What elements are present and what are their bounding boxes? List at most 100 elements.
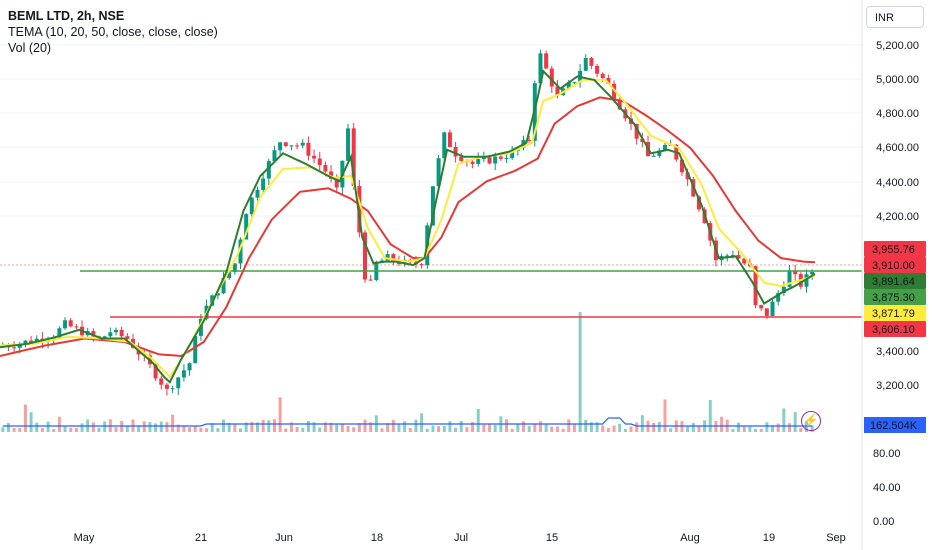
candle-body bbox=[759, 305, 764, 309]
volume-label-bg bbox=[864, 417, 926, 433]
volume-bar bbox=[340, 423, 344, 432]
candle-body bbox=[272, 150, 277, 162]
volume-bar bbox=[657, 422, 661, 432]
symbol-title[interactable]: BEML LTD, 2h, NSE bbox=[8, 9, 125, 23]
volume-bar bbox=[272, 419, 276, 432]
price-label-text: 3,910.00 bbox=[872, 260, 915, 272]
price-label-bg bbox=[864, 321, 926, 337]
candle-body bbox=[662, 145, 667, 151]
candle-body bbox=[549, 68, 554, 87]
volume-bar bbox=[244, 422, 248, 432]
candle-body bbox=[742, 258, 747, 264]
volume-bar bbox=[188, 427, 192, 432]
volume-bar bbox=[408, 428, 412, 432]
volume-bar bbox=[742, 426, 746, 432]
candle-body bbox=[266, 161, 271, 179]
price-tick-label: 4,200.00 bbox=[876, 211, 919, 223]
candle-body bbox=[651, 155, 656, 157]
candle-body bbox=[357, 186, 362, 233]
volume-bar bbox=[397, 423, 401, 432]
volume-bar bbox=[669, 428, 673, 432]
candle-body bbox=[510, 150, 515, 159]
time-axis[interactable]: May 21 Jun 18 Jul 15 Aug 19 Sep bbox=[74, 532, 846, 544]
candle-body bbox=[696, 196, 701, 210]
volume-bar bbox=[386, 423, 390, 432]
volume-bar bbox=[420, 413, 424, 432]
candle-body bbox=[329, 171, 334, 179]
volume-bar bbox=[301, 427, 305, 432]
volume-label[interactable]: Vol (20) bbox=[8, 41, 52, 55]
candle-body bbox=[351, 128, 356, 187]
candle-body bbox=[776, 293, 781, 302]
candle-body bbox=[176, 377, 181, 389]
volume-bar bbox=[793, 412, 797, 432]
volume-bar bbox=[782, 408, 786, 432]
volume-bar bbox=[142, 421, 146, 432]
candle-body bbox=[295, 145, 300, 147]
candle-body bbox=[181, 370, 186, 378]
volume-bar bbox=[380, 428, 384, 432]
candle-body bbox=[634, 123, 639, 139]
indicator-label[interactable]: TEMA (10, 20, 50, close, close, close) bbox=[8, 25, 218, 39]
candle-body bbox=[470, 161, 475, 164]
time-tick-label: Jun bbox=[275, 532, 293, 544]
candle-body bbox=[368, 279, 373, 281]
price-axis[interactable]: 5,200.00 5,000.00 4,800.00 4,600.00 4,400.00… bbox=[876, 40, 919, 392]
volume-bar bbox=[618, 423, 622, 432]
volume-bar bbox=[691, 422, 695, 432]
candle-body bbox=[583, 57, 588, 71]
candle-body bbox=[153, 364, 158, 379]
volume-bar bbox=[210, 423, 214, 432]
candle-body bbox=[810, 271, 815, 275]
volume-bar bbox=[306, 420, 310, 432]
currency-selector[interactable]: INR bbox=[866, 6, 924, 28]
volume-bar bbox=[788, 423, 792, 432]
volume-bar bbox=[567, 419, 571, 432]
candle-body bbox=[125, 336, 130, 339]
candle-body bbox=[442, 132, 447, 159]
candle-body bbox=[249, 197, 254, 215]
volume-bar bbox=[720, 416, 724, 432]
volume-bar bbox=[233, 423, 237, 432]
candle-body bbox=[793, 270, 798, 275]
volume-bar bbox=[91, 422, 95, 432]
support-lines bbox=[0, 264, 862, 318]
candle-body bbox=[504, 158, 509, 160]
candle-body bbox=[221, 277, 226, 294]
time-tick-label: 18 bbox=[371, 532, 383, 544]
volume-bar bbox=[595, 422, 599, 432]
volume-bar bbox=[771, 425, 775, 432]
volume-bar bbox=[538, 421, 542, 432]
volume-bar bbox=[227, 422, 231, 432]
volume-tick-label: 80.00 bbox=[873, 448, 901, 460]
volume-bar bbox=[318, 427, 322, 432]
volume-bar bbox=[46, 421, 50, 432]
volume-bar bbox=[239, 428, 243, 432]
candle-body bbox=[164, 384, 169, 389]
volume-bar bbox=[748, 426, 752, 432]
volume-bar bbox=[737, 422, 741, 432]
candle-body bbox=[108, 332, 113, 337]
volume-bar bbox=[544, 423, 548, 432]
candle-body bbox=[787, 270, 792, 287]
candle-body bbox=[159, 378, 164, 385]
candle-body bbox=[170, 388, 175, 390]
volume-bar bbox=[476, 408, 480, 432]
volume-bar bbox=[521, 421, 525, 432]
time-tick-label: Aug bbox=[680, 532, 700, 544]
volume-bar bbox=[250, 421, 254, 432]
candle-body bbox=[595, 65, 600, 74]
volume-bar bbox=[759, 428, 763, 432]
volume-tick-label: 0.00 bbox=[873, 516, 894, 528]
candle-body bbox=[91, 331, 96, 337]
candle-body bbox=[600, 73, 605, 79]
volume-bar bbox=[199, 427, 203, 432]
lightning-icon[interactable]: ⚡ bbox=[801, 411, 821, 431]
volume-bar bbox=[323, 422, 327, 432]
volume-bar bbox=[23, 404, 27, 432]
volume-bar bbox=[80, 423, 84, 432]
candle-body bbox=[436, 158, 441, 187]
price-label-bg bbox=[864, 257, 926, 273]
candle-body bbox=[57, 328, 62, 338]
